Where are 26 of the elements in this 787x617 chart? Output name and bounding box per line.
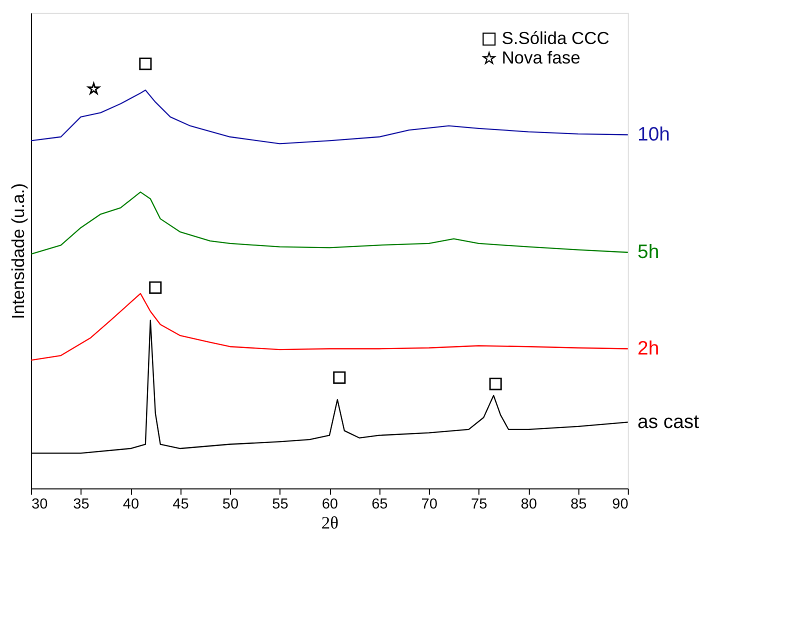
- point: [149, 281, 162, 294]
- x-tick-label: 40: [122, 496, 140, 512]
- y-axis-title: Intensidade (u.a.): [8, 183, 28, 320]
- point: [139, 58, 152, 70]
- x-axis-title: 2θ: [321, 512, 338, 533]
- point: [88, 82, 100, 94]
- x-tick-label: 80: [520, 496, 537, 512]
- series-label: 10h: [638, 124, 670, 146]
- point: [333, 371, 346, 384]
- x-tick-label: 45: [172, 496, 189, 512]
- series-label: 5h: [638, 241, 660, 264]
- x-tick-label: 70: [421, 496, 438, 512]
- x-tick-label: 65: [372, 496, 388, 512]
- point: [489, 378, 502, 390]
- legend-label: S.Sólida CCC: [502, 28, 610, 48]
- series-label: 2h: [638, 338, 660, 360]
- x-tick-label: 30: [32, 496, 48, 512]
- x-tick-label: 50: [222, 496, 239, 512]
- legend-label: Nova fase: [502, 47, 580, 68]
- series-label: as cast: [638, 411, 700, 434]
- x-tick-label: 75: [471, 496, 488, 512]
- x-tick-label: 90: [612, 496, 628, 512]
- x-tick-label: 60: [322, 496, 338, 512]
- x-tick-label: 85: [570, 496, 587, 512]
- x-tick-label: 55: [272, 496, 288, 512]
- x-tick-label: 35: [73, 496, 90, 512]
